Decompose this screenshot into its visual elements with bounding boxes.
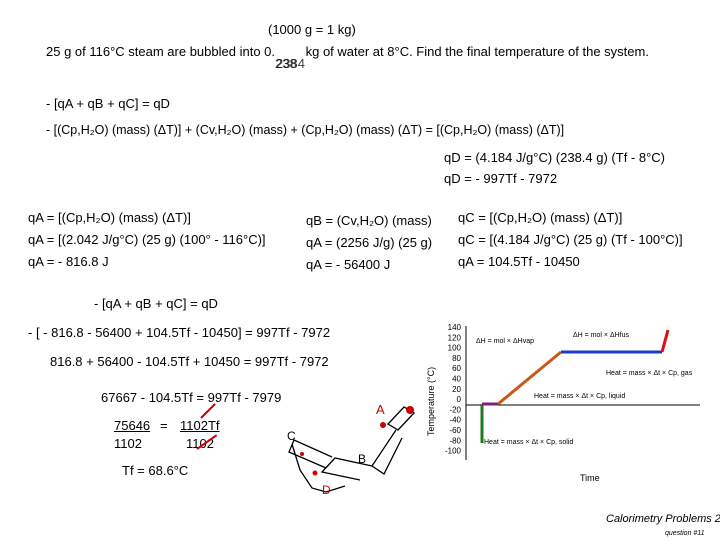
- label-d: D: [322, 483, 331, 497]
- point-a-marker: [406, 406, 414, 414]
- qa-line3: qA = - 816.8 J: [28, 254, 109, 269]
- y-tick-label: 140: [448, 323, 462, 332]
- y-tick-label: -60: [449, 426, 461, 435]
- qc-line1: qC = [(Cp,H₂O) (mass) (ΔT)]: [458, 210, 623, 225]
- label-vap: ΔH = mol × ΔHvap: [476, 338, 534, 345]
- pipe-middle: [371, 429, 403, 475]
- y-tick-label: 40: [452, 375, 461, 384]
- y-tick-label: 60: [452, 364, 461, 373]
- label-liquid-heat: Heat = mass × Δt × Cp, liquid: [534, 393, 625, 400]
- beaker-curve: [291, 443, 346, 493]
- solve-line4-eq: =: [160, 418, 168, 433]
- qa-line1: qA = [(Cp,H₂O) (mass) (ΔT)]: [28, 210, 191, 225]
- pipe-bottom: [320, 457, 373, 481]
- segment-liquid: [497, 350, 562, 406]
- curve-xlabel: Time: [580, 473, 600, 483]
- solve-line2: 816.8 + 56400 - 104.5Tf + 10450 = 997Tf …: [50, 354, 329, 369]
- point-c-marker: [300, 452, 304, 456]
- y-tick-label: 20: [452, 385, 461, 394]
- solve-line1: - [ - 816.8 - 56400 + 104.5Tf - 10450] =…: [28, 325, 331, 340]
- label-solid-heat: Heat = mass × Δt × Cp, solid: [484, 439, 573, 446]
- qc-line3: qA = 104.5Tf - 10450: [458, 254, 580, 269]
- y-tick-label: -100: [445, 447, 462, 456]
- y-tick-label: -40: [449, 416, 461, 425]
- y-tick-label: 80: [452, 354, 461, 363]
- label-fus: ΔH = mol × ΔHfus: [573, 332, 630, 339]
- general-equation: - [qA + qB + qC] = qD: [46, 96, 170, 111]
- problem-statement: 25 g of 116°C steam are bubbled into 0. 2…: [46, 44, 649, 71]
- heating-curve: Temperature (°C) Time ΔH = mol × ΔHvap Δ…: [426, 326, 700, 483]
- pipe-apparatus: [288, 406, 416, 493]
- y-tick-label: -80: [449, 436, 461, 445]
- qa-line2: qA = [(2.042 J/g°C) (25 g) (100° - 116°C…: [28, 232, 266, 247]
- label-gas-heat: Heat = mass × Δt × Cp, gas: [606, 370, 693, 377]
- y-tick-label: 0: [457, 395, 462, 404]
- label-b: B: [358, 452, 366, 466]
- point-d-marker: [312, 470, 318, 476]
- solve-line4-left: 75646: [114, 418, 151, 433]
- qd-line1: qD = (4.184 J/g°C) (238.4 g) (Tf - 8°C): [444, 150, 665, 165]
- solve-line5-left: 1102: [114, 436, 142, 451]
- solve-line0: - [qA + qB + qC] = qD: [94, 296, 218, 311]
- label-a: A: [376, 402, 385, 417]
- problem-suffix: kg of water at 8°C. Find the final tempe…: [302, 44, 649, 59]
- qc-line2: qC = [(4.184 J/g°C) (25 g) (Tf - 100°C)]: [458, 232, 683, 247]
- y-tick-label: 120: [448, 333, 462, 342]
- footer-title: Calorimetry Problems 2: [606, 513, 720, 525]
- qb-line2: qA = (2256 J/g) (25 g): [306, 235, 433, 250]
- label-c: C: [287, 429, 296, 443]
- point-a2-marker: [380, 422, 386, 428]
- qd-line2: qD = - 997Tf - 7972: [444, 171, 558, 186]
- final-answer: Tf = 68.6°C: [122, 463, 189, 478]
- segment-gas: [660, 329, 670, 353]
- pipe-left: [288, 439, 333, 469]
- y-tick-label: 100: [448, 344, 462, 353]
- curve-ylabel: Temperature (°C): [426, 367, 436, 436]
- overlap-b: 2384: [276, 56, 305, 71]
- solve-line3: 67667 - 104.5Tf = 997Tf - 7979: [101, 390, 282, 405]
- solve-line4-right: 1102Tf: [180, 418, 220, 433]
- qb-line1: qB = (Cv,H₂O) (mass): [306, 213, 432, 228]
- qb-line3: qA = - 56400 J: [306, 257, 391, 272]
- general-expanded: - [(Cp,H₂O) (mass) (ΔT)] + (Cv,H₂O) (mas…: [46, 123, 565, 137]
- footer-subtitle: question #11: [665, 530, 705, 537]
- problem-prefix: 25 g of 116°C steam are bubbled into 0.: [46, 44, 275, 59]
- overlap-a: 238: [275, 56, 297, 71]
- y-tick-label: -20: [449, 405, 461, 414]
- conversion-note: (1000 g = 1 kg): [268, 22, 356, 37]
